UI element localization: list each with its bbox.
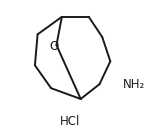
Text: NH₂: NH₂ bbox=[122, 78, 145, 91]
Text: O: O bbox=[49, 40, 58, 53]
Text: HCl: HCl bbox=[60, 115, 80, 128]
